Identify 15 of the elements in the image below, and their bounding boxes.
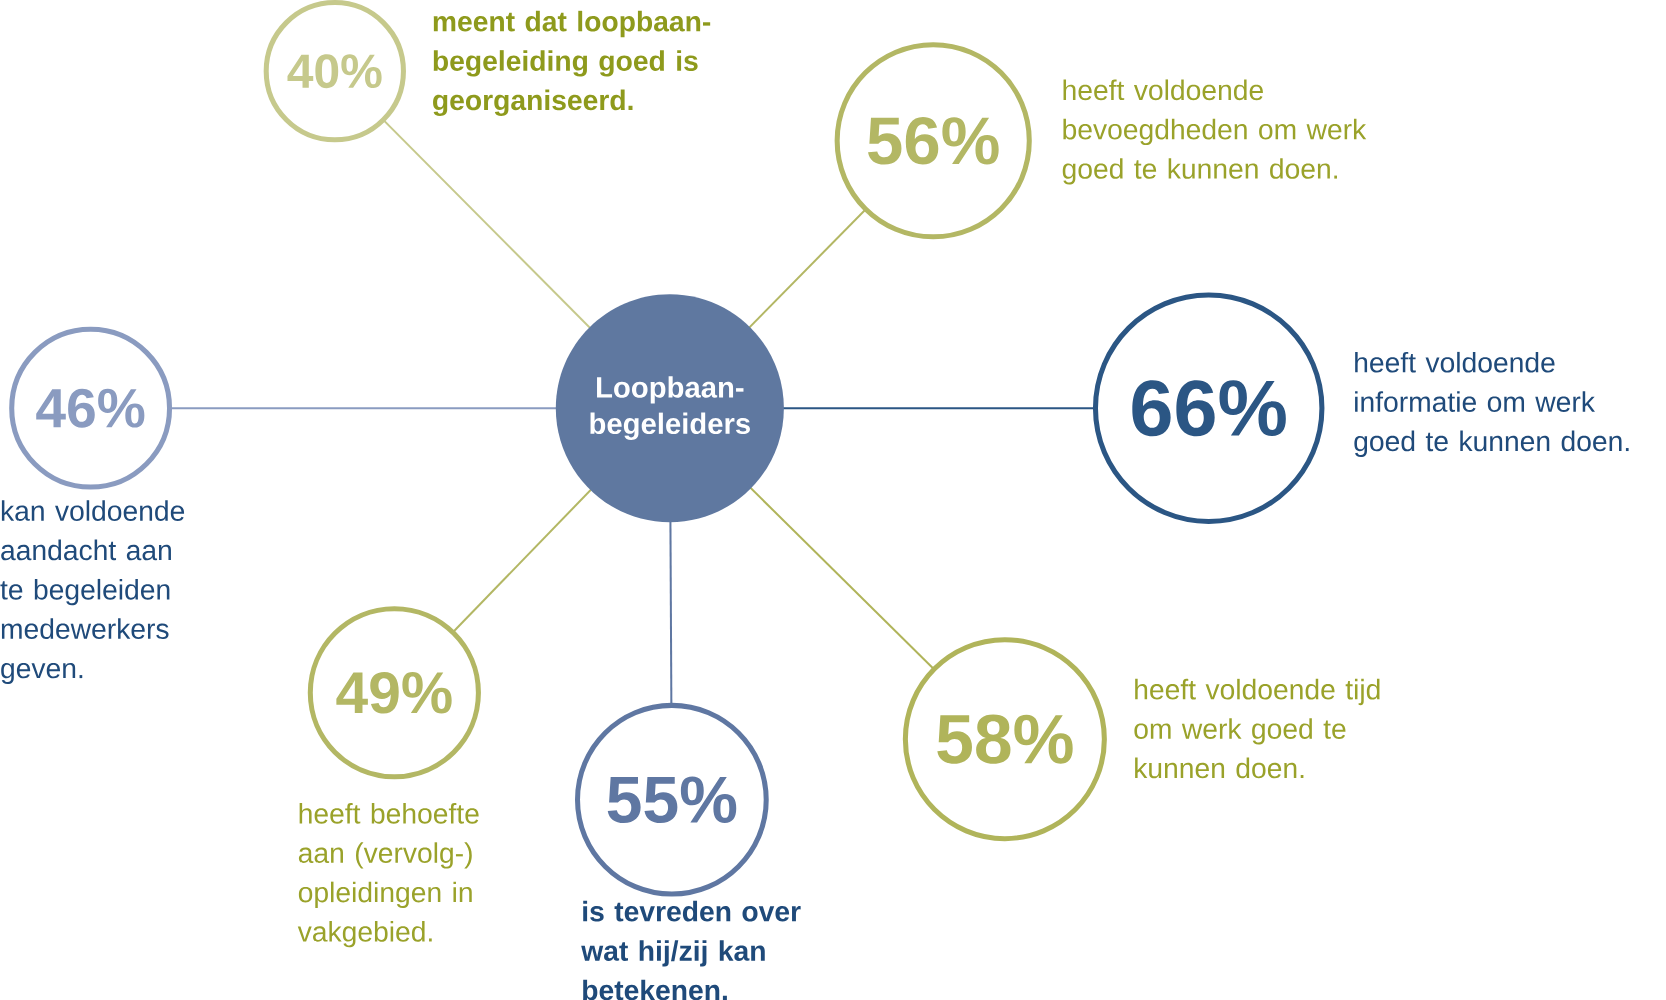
- category-label: meent dat loopbaan-begeleiding goed is georganiseerd.: [433, 10, 711, 116]
- data-label: 49%: [336, 671, 452, 714]
- category-label: heeft voldoende bevoegdheden om werk goed te kunnen doen.: [1062, 79, 1367, 185]
- data-label: 58%: [937, 714, 1073, 764]
- data-label: 40%: [287, 54, 382, 89]
- category-label: heeft voldoende tijd om werk goed te kunnen doen.: [1134, 678, 1380, 779]
- category-label: heeft voldoende informatie om werk goed te kunnen doen.: [1354, 351, 1629, 457]
- data-label: 46%: [36, 388, 145, 428]
- data-label: 66%: [1132, 380, 1286, 437]
- data-label: 56%: [868, 116, 999, 165]
- data-label: 55%: [607, 776, 737, 823]
- category-label: kan voldoende aandacht aan te begeleiden medewerkers geven.: [0, 500, 185, 684]
- category-label: is tevreden over wat hij/zij kan betekenen.: [581, 900, 801, 1000]
- text: Loopbaan-begeleiders: [590, 376, 750, 440]
- category-label: heeft behoefte aan (vervolg-) opleidingen in vakgebied.: [297, 802, 479, 948]
